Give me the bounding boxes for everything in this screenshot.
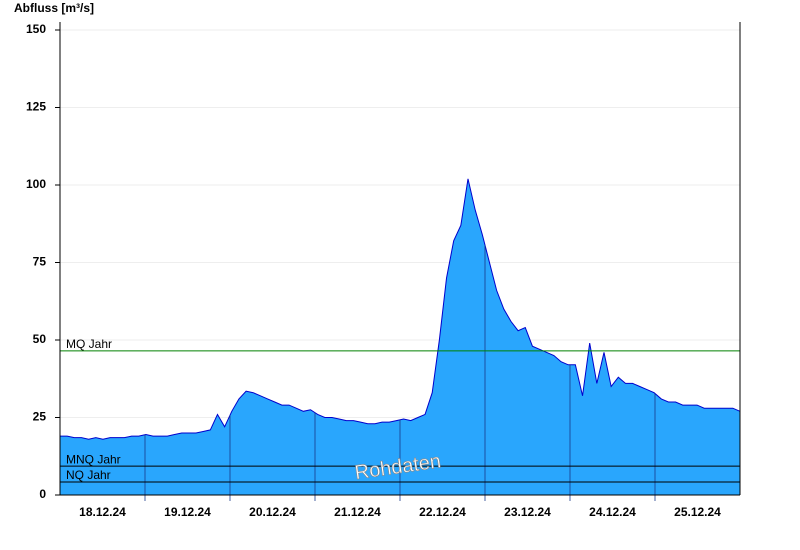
y-tick-label: 0 bbox=[39, 487, 46, 501]
x-tick-label: 21.12.24 bbox=[334, 505, 381, 519]
reference-label: MQ Jahr bbox=[66, 337, 112, 351]
y-tick-label: 100 bbox=[26, 177, 46, 191]
x-tick-label: 18.12.24 bbox=[79, 505, 126, 519]
x-tick-label: 25.12.24 bbox=[674, 505, 721, 519]
y-tick-label: 25 bbox=[33, 410, 47, 424]
x-tick-label: 23.12.24 bbox=[504, 505, 551, 519]
y-tick-label: 150 bbox=[26, 22, 46, 36]
x-tick-label: 19.12.24 bbox=[164, 505, 211, 519]
x-tick-label: 22.12.24 bbox=[419, 505, 466, 519]
x-tick-label: 20.12.24 bbox=[249, 505, 296, 519]
x-tick-label: 24.12.24 bbox=[589, 505, 636, 519]
y-axis-title: Abfluss [m³/s] bbox=[14, 1, 94, 15]
y-tick-label: 125 bbox=[26, 100, 46, 114]
y-tick-label: 75 bbox=[33, 255, 47, 269]
y-tick-label: 50 bbox=[33, 332, 47, 346]
reference-label: NQ Jahr bbox=[66, 468, 111, 482]
reference-label: MNQ Jahr bbox=[66, 452, 121, 466]
